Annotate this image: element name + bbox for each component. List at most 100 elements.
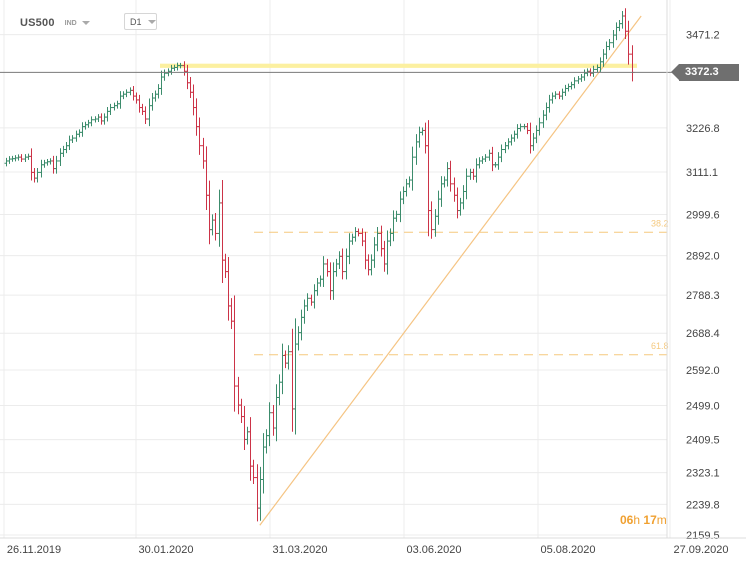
ohlc-bar [579, 74, 584, 82]
ohlc-bar [147, 98, 152, 127]
ohlc-bar [483, 154, 488, 163]
ohlc-bar [439, 176, 444, 207]
ohlc-bar [29, 148, 34, 181]
ohlc-bar [394, 210, 399, 222]
timer-minutes: 17 [643, 513, 657, 527]
ohlc-bar [607, 39, 612, 51]
ohlc-bar [512, 130, 517, 142]
chevron-down-icon [147, 19, 156, 24]
ohlc-bar [525, 122, 530, 135]
fib-level-label: 38.2 [651, 218, 669, 228]
ohlc-bar [331, 262, 336, 300]
ohlc-bar [363, 231, 368, 270]
ohlc-bar [280, 343, 285, 395]
ohlc-bar [204, 146, 209, 210]
ohlc-bar [124, 89, 129, 98]
ohlc-bar [74, 130, 79, 142]
ohlc-bar [245, 426, 250, 445]
ohlc-bar [328, 262, 333, 300]
ohlc-bar [347, 233, 352, 265]
timeframe-dropdown[interactable]: D1 [124, 13, 157, 30]
ohlc-bar [197, 117, 202, 155]
ohlc-bar [217, 189, 222, 247]
ohlc-bar [620, 10, 625, 29]
current-price-value: 3372.3 [685, 66, 719, 79]
y-tick-label: 2892.0 [686, 251, 720, 263]
ohlc-bar [566, 83, 571, 92]
chart-grid [0, 0, 671, 538]
ohlc-bar [210, 214, 215, 236]
ohlc-bar [506, 138, 511, 150]
ohlc-bar [553, 91, 558, 100]
ohlc-bar [503, 142, 508, 154]
ohlc-bar [436, 190, 441, 225]
ohlc-bar [499, 144, 504, 163]
ohlc-bar [58, 148, 63, 166]
ohlc-bar [128, 87, 133, 96]
resistance-zone [160, 63, 637, 68]
ohlc-bar [89, 116, 94, 127]
ohlc-bar [86, 119, 91, 128]
y-tick-label: 2239.8 [686, 499, 720, 511]
ohlc-bar [23, 154, 28, 163]
ohlc-bar [340, 248, 345, 280]
ohlc-bar [407, 176, 412, 188]
ohlc-bar [509, 134, 514, 146]
ohlc-bar [32, 168, 37, 183]
ohlc-bar [115, 100, 120, 109]
ohlc-bar [271, 404, 276, 436]
y-tick-label: 2409.5 [686, 435, 720, 447]
ohlc-bar [369, 254, 374, 276]
x-tick-label: 31.03.2020 [272, 544, 327, 556]
ohlc-bar [614, 22, 619, 41]
ohlc-bar [452, 177, 457, 202]
ohlc-bar [518, 123, 523, 132]
ohlc-bar [541, 110, 546, 128]
ohlc-bar [137, 94, 142, 113]
y-tick-label: 3226.8 [686, 123, 720, 135]
ohlc-bar [35, 168, 40, 183]
ohlc-bar [591, 65, 596, 77]
ohlc-bar [51, 155, 56, 174]
ohlc-bar [604, 41, 609, 60]
ohlc-bar [236, 376, 241, 415]
ohlc-bar [242, 406, 247, 450]
ohlc-bar [414, 134, 419, 165]
ohlc-bar [264, 429, 269, 454]
ohlc-bar [423, 122, 428, 154]
ohlc-bar [293, 318, 298, 435]
ohlc-bar [474, 158, 479, 183]
y-tick-label: 2323.1 [686, 468, 720, 480]
symbol-label: US500 [20, 17, 55, 29]
ohlc-bar [344, 248, 349, 280]
ohlc-bar [67, 135, 72, 151]
x-tick-label: 03.06.2020 [406, 544, 461, 556]
ohlc-bar [360, 228, 365, 247]
ohlc-bar [388, 228, 393, 247]
timer-hours: 06 [620, 513, 634, 527]
ohlc-bar [150, 92, 155, 111]
ohlc-bar [96, 114, 101, 122]
ohlc-bar [426, 120, 431, 237]
ohlc-bar [557, 91, 562, 100]
ohlc-bar [251, 459, 256, 484]
ohlc-bar [80, 122, 85, 137]
ohlc-bar [312, 284, 317, 309]
candle-countdown-timer: 06h 17m [620, 513, 667, 527]
ohlc-bar [283, 350, 288, 369]
ohlc-bar [108, 103, 113, 116]
ohlc-bar [121, 91, 126, 100]
ohlc-bar [267, 402, 272, 447]
ohlc-bar [261, 433, 266, 494]
ohlc-bar [42, 159, 47, 168]
ohlc-bar [258, 466, 263, 521]
ohlc-bar [353, 227, 358, 242]
ohlc-bar [178, 62, 183, 69]
ohlc-bar [19, 154, 24, 163]
trendline [259, 15, 642, 526]
ohlc-bar [537, 117, 542, 136]
ohlc-bar [458, 197, 463, 216]
symbol-selector[interactable]: US500 IND [20, 14, 90, 32]
ohlc-bar [410, 146, 415, 191]
